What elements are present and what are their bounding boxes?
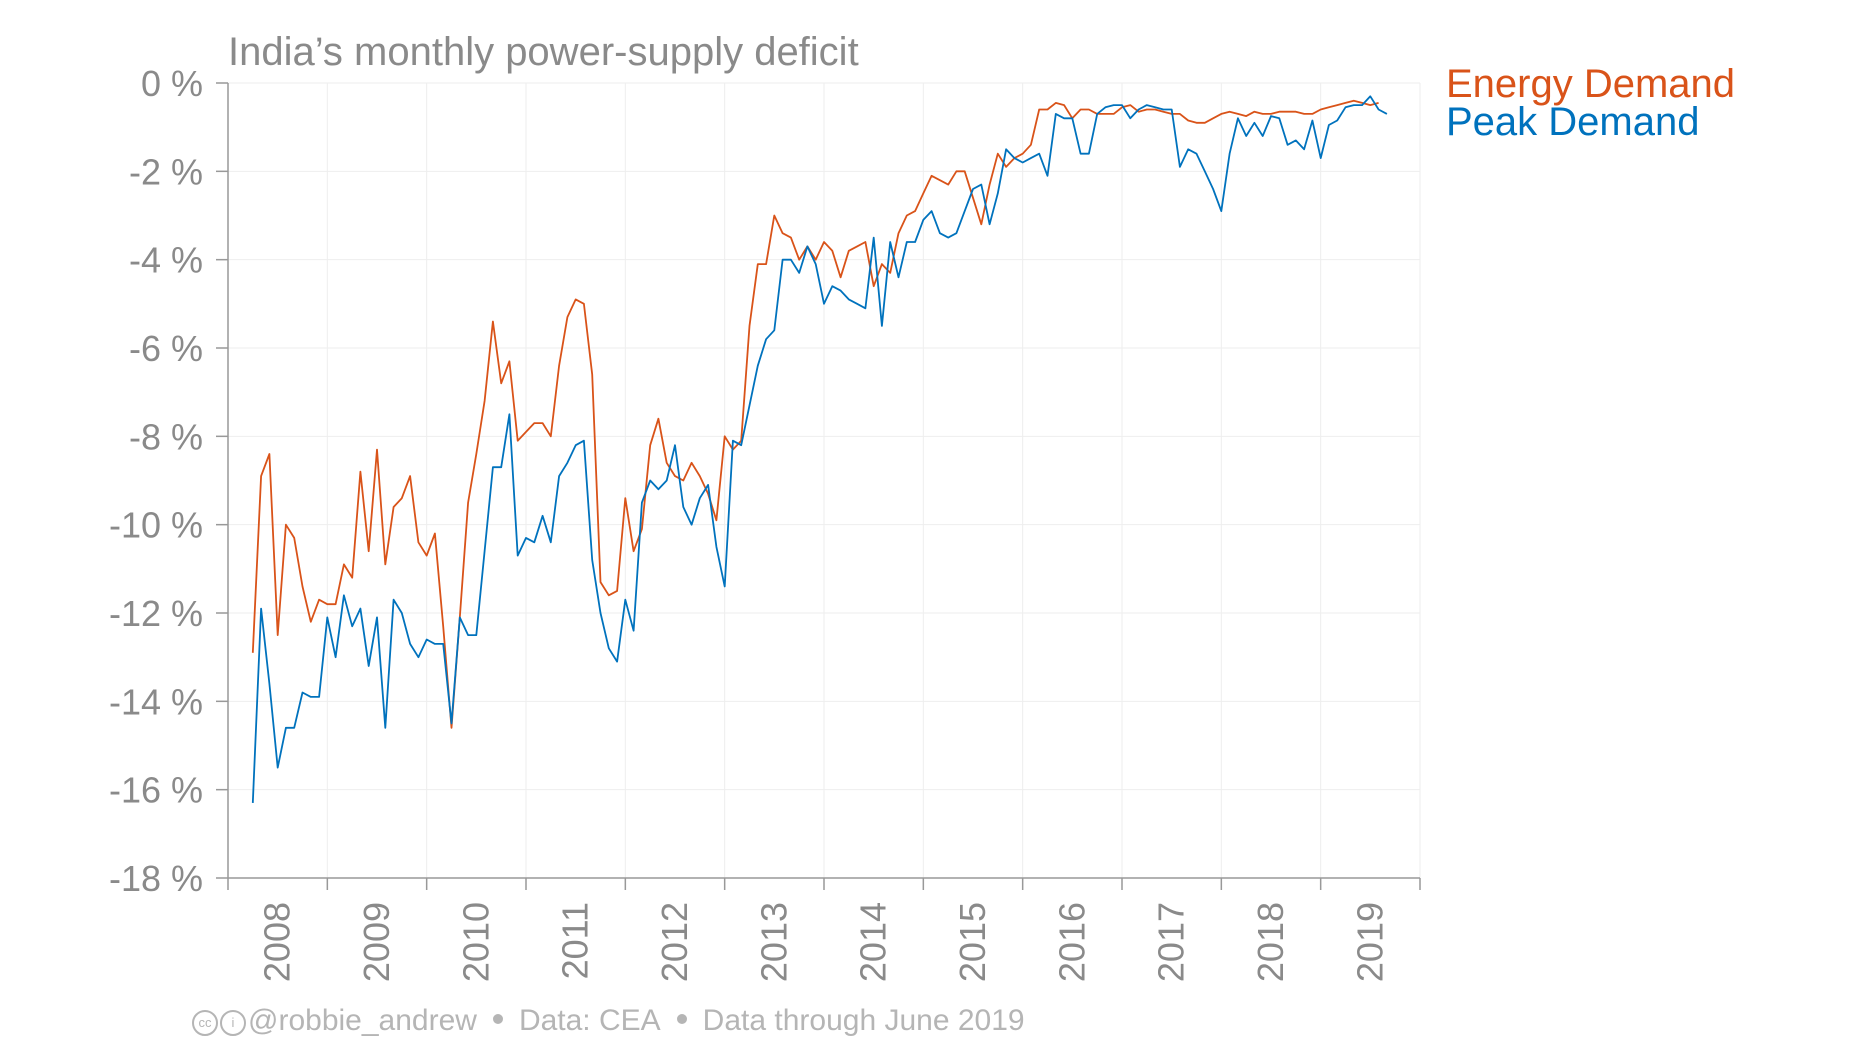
x-tick-label: 2015 — [952, 902, 993, 982]
y-tick-label: -16 % — [109, 770, 203, 811]
attribution-icon: i — [220, 1010, 246, 1036]
series-lines — [251, 95, 1388, 803]
x-tick-label: 2008 — [257, 902, 298, 982]
y-tick-label: -8 % — [129, 416, 203, 457]
x-tick-label: 2018 — [1250, 902, 1291, 982]
separator-dot — [676, 1014, 687, 1024]
x-tick-label: 2017 — [1151, 902, 1192, 982]
y-tick-label: -6 % — [129, 328, 203, 369]
x-tick-label: 2011 — [555, 902, 596, 979]
x-tick-label: 2014 — [853, 902, 894, 982]
creative-commons-icon: cc — [192, 1010, 218, 1036]
data-source: Data: CEA — [518, 1004, 661, 1037]
x-tick-label: 2013 — [753, 902, 794, 982]
data-coverage: Data through June 2019 — [702, 1004, 1025, 1037]
author-handle: @robbie_andrew — [248, 1004, 477, 1037]
chart-footer: cc i @robbie_andrew Data: CEA Data through J… — [192, 1004, 1025, 1038]
x-tick-label: 2010 — [455, 902, 496, 982]
x-tick-label: 2019 — [1349, 902, 1390, 982]
x-tick-label: 2016 — [1051, 902, 1092, 982]
legend-item-peak-demand: Peak Demand — [1446, 100, 1700, 144]
y-tick-label: -10 % — [109, 505, 203, 546]
series-line-peak-demand — [251, 95, 1388, 803]
y-tick-label: 0 % — [141, 63, 203, 104]
y-axis-ticks: 0 % -2 % -4 % -6 % -8 % -10 % -12 % -14 % -16 % -… — [109, 63, 228, 899]
y-tick-label: -14 % — [109, 681, 203, 722]
x-tick-label: 2009 — [356, 902, 397, 982]
series-line-energy-demand — [251, 99, 1379, 729]
y-tick-label: -2 % — [129, 151, 203, 192]
chart-title: India’s monthly power-supply deficit — [228, 30, 859, 74]
separator-dot — [492, 1014, 503, 1024]
y-tick-label: -18 % — [109, 858, 203, 899]
x-tick-label: 2012 — [654, 902, 695, 982]
grid-lines — [227, 82, 1421, 879]
x-axis-ticks: 2008 2009 2010 2011 2012 2013 2014 2015 2016 2017… — [227, 878, 1421, 982]
y-tick-label: -12 % — [109, 593, 203, 634]
y-tick-label: -4 % — [129, 240, 203, 281]
legend-item-energy-demand: Energy Demand — [1446, 62, 1736, 106]
